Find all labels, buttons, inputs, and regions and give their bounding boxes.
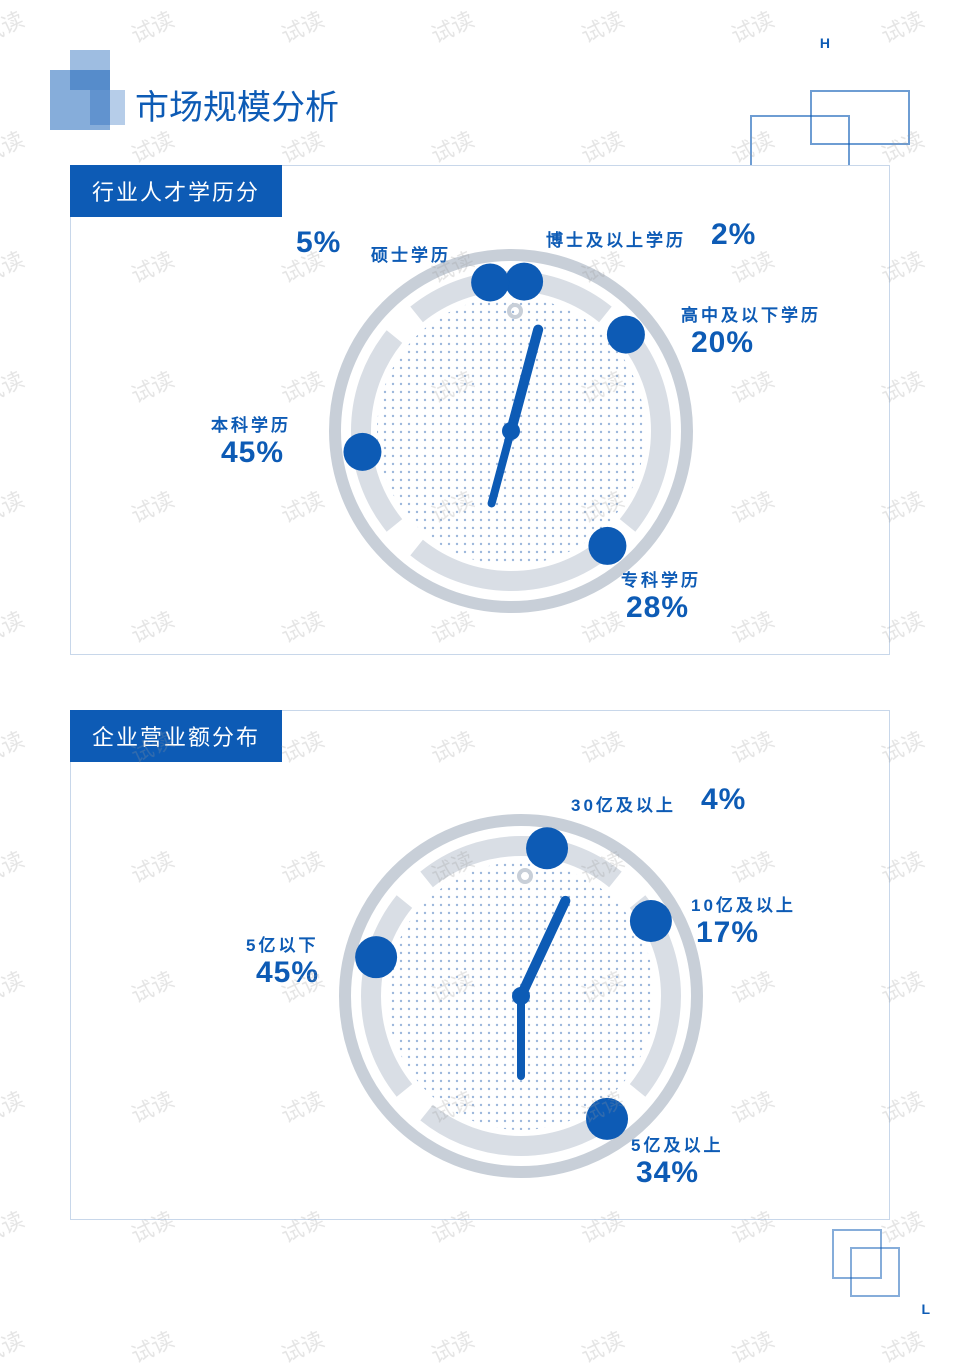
watermark: 试读 xyxy=(0,1202,29,1250)
chart-education xyxy=(71,166,891,656)
title-decoration xyxy=(50,50,130,130)
watermark: 试读 xyxy=(0,842,29,890)
chart-item-value: 45% xyxy=(256,956,319,990)
watermark: 试读 xyxy=(875,2,928,50)
panel-revenue: 企业营业额分布 30亿及以上4%10亿及以上17%5亿及以上34%5亿以下45% xyxy=(70,710,890,1220)
watermark: 试读 xyxy=(425,122,478,170)
chart-item-label: 本科学历 xyxy=(211,411,291,436)
chart-item-label: 专科学历 xyxy=(621,566,701,591)
watermark: 试读 xyxy=(425,1322,478,1370)
watermark: 试读 xyxy=(0,2,29,50)
watermark: 试读 xyxy=(275,122,328,170)
watermark: 试读 xyxy=(0,122,29,170)
chart-item-label: 高中及以下学历 xyxy=(681,301,821,326)
chart-item-value: 28% xyxy=(626,591,689,625)
chart-item-label: 硕士学历 xyxy=(371,241,451,266)
panel-education: 行业人才学历分 博士及以上学历2%高中及以下学历20%专科学历28%本科学历45… xyxy=(70,165,890,655)
watermark: 试读 xyxy=(125,122,178,170)
corner-letter-l: L xyxy=(921,1301,930,1317)
chart-item-value: 5% xyxy=(296,226,341,260)
watermark: 试读 xyxy=(725,1322,778,1370)
chart-revenue xyxy=(71,711,891,1221)
watermark: 试读 xyxy=(0,482,29,530)
chart-item-value: 17% xyxy=(696,916,759,950)
watermark: 试读 xyxy=(875,1322,928,1370)
page-title: 市场规模分析 xyxy=(135,80,339,129)
watermark: 试读 xyxy=(125,1322,178,1370)
watermark: 试读 xyxy=(575,2,628,50)
watermark: 试读 xyxy=(0,602,29,650)
watermark: 试读 xyxy=(725,2,778,50)
watermark: 试读 xyxy=(0,1082,29,1130)
watermark: 试读 xyxy=(275,1322,328,1370)
chart-item-label: 博士及以上学历 xyxy=(546,226,686,251)
watermark: 试读 xyxy=(575,1322,628,1370)
watermark: 试读 xyxy=(275,2,328,50)
chart-item-value: 34% xyxy=(636,1156,699,1190)
chart-item-label: 10亿及以上 xyxy=(691,891,796,916)
chart-item-label: 5亿及以上 xyxy=(631,1131,723,1156)
watermark: 试读 xyxy=(0,242,29,290)
chart-item-label: 30亿及以上 xyxy=(571,791,676,816)
chart-item-value: 20% xyxy=(691,326,754,360)
watermark: 试读 xyxy=(425,2,478,50)
watermark: 试读 xyxy=(575,122,628,170)
chart-item-value: 45% xyxy=(221,436,284,470)
watermark: 试读 xyxy=(0,362,29,410)
watermark: 试读 xyxy=(0,722,29,770)
corner-letter-h: H xyxy=(820,35,830,51)
watermark: 试读 xyxy=(0,1322,29,1370)
watermark: 试读 xyxy=(125,2,178,50)
chart-item-value: 4% xyxy=(701,783,746,817)
chart-item-label: 5亿以下 xyxy=(246,931,318,956)
chart-item-value: 2% xyxy=(711,218,756,252)
watermark: 试读 xyxy=(0,962,29,1010)
